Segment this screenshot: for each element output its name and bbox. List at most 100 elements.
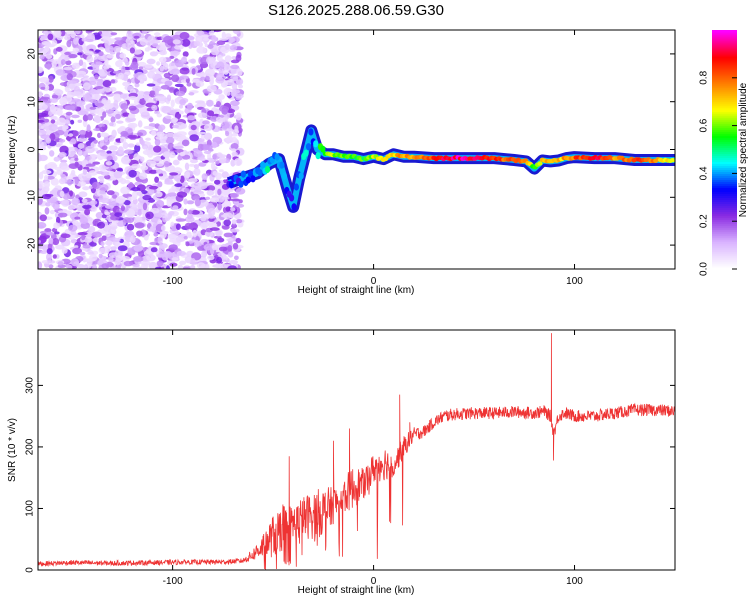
noise-blob bbox=[128, 169, 137, 178]
noise-blob bbox=[70, 258, 79, 267]
noise-blob bbox=[200, 133, 206, 140]
noise-blob bbox=[66, 73, 74, 81]
noise-blob bbox=[82, 169, 88, 175]
noise-blob bbox=[211, 141, 218, 149]
colorbar-band bbox=[712, 37, 737, 41]
noise-blob bbox=[59, 190, 65, 198]
noise-blob bbox=[219, 156, 227, 164]
noise-blob bbox=[45, 137, 51, 144]
noise-blob bbox=[47, 33, 54, 41]
noise-blob bbox=[222, 212, 233, 220]
noise-blob bbox=[146, 58, 156, 65]
noise-blob bbox=[68, 224, 78, 232]
noise-blob bbox=[234, 158, 243, 166]
noise-blob bbox=[144, 64, 153, 69]
noise-blob bbox=[183, 198, 188, 205]
noise-blob bbox=[50, 98, 58, 103]
snr-y-tick-label: 300 bbox=[25, 377, 36, 394]
noise-blob bbox=[61, 199, 70, 207]
noise-blob bbox=[171, 238, 177, 244]
noise-blob bbox=[154, 191, 163, 198]
noise-blob bbox=[190, 159, 198, 164]
noise-blob bbox=[175, 223, 181, 230]
noise-blob bbox=[172, 205, 179, 211]
noise-blob bbox=[144, 94, 149, 102]
noise-blob bbox=[102, 30, 109, 37]
spectrogram-y-tick-label: 10 bbox=[27, 96, 38, 108]
noise-blob bbox=[197, 143, 204, 152]
colorbar-band bbox=[712, 169, 737, 173]
noise-blob bbox=[216, 101, 221, 107]
noise-blob bbox=[173, 145, 184, 149]
colorbar-band bbox=[712, 215, 737, 218]
noise-blob bbox=[155, 136, 164, 140]
noise-blob bbox=[221, 171, 229, 179]
noise-blob bbox=[123, 149, 134, 154]
noise-blob bbox=[127, 182, 134, 190]
noise-blob bbox=[38, 103, 48, 111]
noise-blob bbox=[201, 250, 208, 258]
noise-blob bbox=[56, 108, 63, 116]
noise-blob bbox=[190, 265, 196, 269]
noise-blob bbox=[109, 86, 117, 92]
trace-cell bbox=[320, 145, 326, 153]
colorbar-band bbox=[712, 121, 737, 125]
noise-blob bbox=[121, 43, 130, 49]
snr-y-label: SNR (10 * v/v) bbox=[7, 418, 18, 482]
noise-blob bbox=[197, 131, 207, 135]
noise-blob bbox=[141, 255, 151, 262]
colorbar-band bbox=[712, 163, 737, 167]
noise-blob bbox=[156, 44, 166, 51]
colorbar-band bbox=[712, 167, 737, 171]
noise-blob bbox=[230, 59, 240, 64]
noise-blob bbox=[68, 54, 78, 59]
noise-blob bbox=[84, 50, 94, 56]
noise-blob bbox=[101, 214, 107, 219]
noise-blob bbox=[133, 73, 139, 78]
colorbar-band bbox=[712, 155, 737, 159]
noise-blob bbox=[179, 67, 190, 75]
noise-blob bbox=[57, 261, 64, 266]
noise-blob bbox=[87, 251, 95, 255]
trace-cell bbox=[240, 170, 246, 178]
colorbar-band bbox=[712, 119, 737, 123]
noise-blob bbox=[57, 212, 68, 218]
colorbar-band bbox=[712, 79, 737, 83]
noise-blob bbox=[108, 222, 118, 227]
noise-blob bbox=[139, 97, 147, 106]
trace-cell bbox=[260, 161, 266, 169]
colorbar-tick-label: 0.8 bbox=[699, 70, 710, 84]
colorbar-band bbox=[712, 201, 737, 204]
noise-blob bbox=[49, 209, 55, 215]
noise-blob bbox=[135, 142, 140, 146]
noise-blob bbox=[82, 82, 91, 91]
noise-blob bbox=[230, 64, 240, 70]
noise-blob bbox=[231, 136, 238, 143]
noise-blob bbox=[64, 56, 69, 62]
noise-blob bbox=[137, 75, 148, 82]
trace-cell bbox=[264, 165, 271, 174]
noise-blob bbox=[89, 106, 97, 110]
noise-blob bbox=[74, 216, 81, 220]
noise-blob bbox=[111, 129, 117, 138]
noise-blob bbox=[112, 237, 121, 243]
noise-blob bbox=[98, 175, 105, 180]
colorbar-band bbox=[712, 157, 737, 161]
noise-blob bbox=[202, 37, 209, 42]
noise-blob bbox=[230, 228, 240, 233]
noise-blob bbox=[52, 59, 62, 64]
noise-blob bbox=[154, 110, 160, 115]
colorbar-band bbox=[712, 35, 737, 39]
colorbar-band bbox=[712, 107, 737, 111]
noise-blob bbox=[100, 241, 105, 247]
noise-blob bbox=[123, 58, 129, 63]
colorbar-band bbox=[712, 127, 737, 131]
noise-blob bbox=[150, 247, 158, 253]
noise-blob bbox=[138, 66, 144, 70]
noise-blob bbox=[147, 70, 156, 79]
snr-y-tick-label: 100 bbox=[25, 500, 36, 517]
colorbar-band bbox=[712, 129, 737, 133]
noise-blob bbox=[72, 130, 78, 137]
noise-blob bbox=[120, 205, 125, 212]
